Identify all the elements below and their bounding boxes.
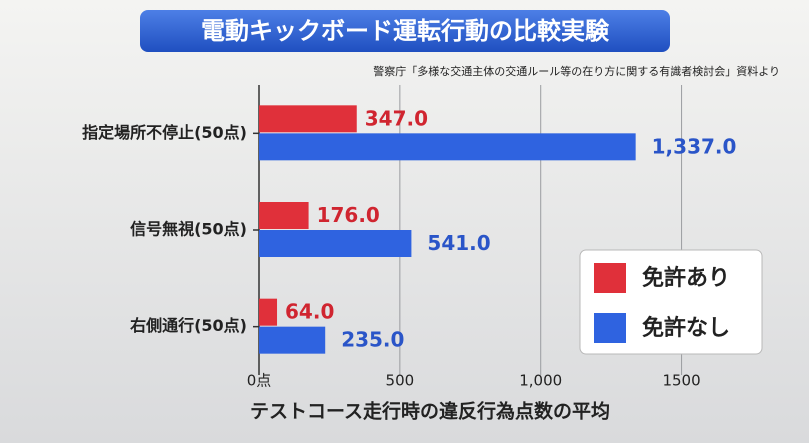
x-tick-label: 1,000 [519,372,562,390]
bar [259,326,326,354]
value-label: 541.0 [427,231,490,255]
title-bar [140,10,670,52]
bar [259,298,278,326]
bar [259,230,412,257]
value-label: 235.0 [341,328,404,352]
y-tick-label: 指定場所不停止(50点) [82,123,247,142]
value-label: 1,337.0 [652,134,737,158]
legend-label: 免許あり [642,265,730,291]
value-label: 64.0 [285,300,334,324]
legend-swatch [594,313,626,343]
x-axis-label: テストコース走行時の違反行為点数の平均 [250,400,610,423]
legend-swatch [594,263,626,293]
chart-title: 電動キックボード運転行動の比較実験 [201,17,610,45]
x-tick-label: 0点 [247,372,272,390]
value-label: 176.0 [317,203,380,227]
legend-label: 免許なし [642,315,730,341]
x-tick-label: 500 [386,372,415,390]
value-label: 347.0 [365,106,428,130]
bar [259,133,636,161]
y-tick-label: 右側通行(50点) [130,316,247,335]
source-note: 警察庁「多様な交通主体の交通ルール等の在り方に関する有識者検討会」資料より [373,64,780,78]
x-tick-label: 1500 [662,372,700,390]
bar [259,202,309,229]
bar [259,105,357,133]
y-tick-label: 信号無視(50点) [130,220,247,239]
